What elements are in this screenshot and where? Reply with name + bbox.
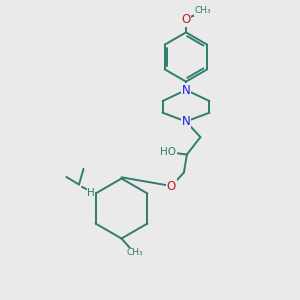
Text: N: N [182,83,190,97]
Text: O: O [182,13,190,26]
Text: HO: HO [160,146,176,157]
Text: CH₃: CH₃ [127,248,144,257]
Text: O: O [167,179,176,193]
Text: H: H [87,188,95,199]
Text: CH₃: CH₃ [195,6,212,15]
Text: N: N [182,115,190,128]
